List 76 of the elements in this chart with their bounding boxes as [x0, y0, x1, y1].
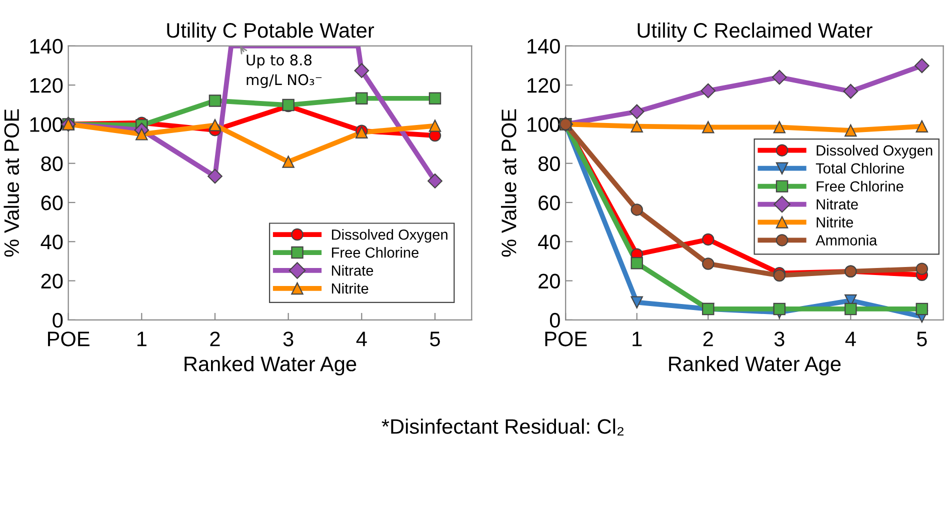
x-axis-title: Ranked Water Age: [184, 356, 356, 376]
point: [916, 302, 928, 316]
y-axis-title: % Value at POE: [501, 109, 516, 257]
y-tick-label: 20: [538, 274, 560, 289]
point: [356, 92, 368, 104]
point: [282, 156, 294, 168]
y-tick-label: 80: [41, 156, 63, 172]
point: [136, 128, 148, 140]
point: [702, 233, 714, 246]
point: [773, 269, 786, 282]
y-tick-label: 40: [40, 234, 63, 250]
y-tick-label: 60: [538, 195, 560, 210]
point: [630, 257, 643, 270]
legend-label: Nitrite: [332, 282, 368, 294]
chart-title: Utility C Potable Water: [167, 22, 374, 42]
y-tick-label: 0: [52, 312, 63, 328]
x-tick-label: 5: [430, 332, 440, 346]
y-tick-label: 100: [528, 117, 560, 132]
x-tick-label: 3: [774, 332, 784, 346]
annotation: Up to 8.8 mg/L NO₃⁻: [246, 54, 322, 88]
point: [630, 296, 643, 308]
legend-label: Free Chlorine: [816, 180, 904, 192]
y-tick-label: 80: [538, 156, 560, 172]
point: [844, 302, 857, 316]
point: [773, 121, 786, 134]
legend-label: Dissolved Oxygen: [816, 144, 932, 158]
text: *Disinfectant Residual: Cl₂: [382, 418, 624, 436]
x-tick-label: 2: [210, 332, 220, 346]
point: [916, 120, 928, 132]
point: [772, 70, 787, 85]
point: [208, 168, 222, 184]
x-tick-label: 1: [137, 332, 146, 346]
point: [428, 174, 442, 188]
x-tick-label: POE: [48, 332, 90, 346]
point: [702, 121, 714, 134]
point: [428, 120, 442, 132]
point: [702, 258, 714, 270]
x-tick-label: 1: [632, 332, 642, 346]
point: [916, 262, 928, 275]
y-tick-label: 140: [30, 38, 63, 54]
point: [428, 92, 442, 104]
point: [208, 94, 222, 107]
x-tick-label: 5: [916, 332, 927, 346]
y-tick-label: 0: [550, 312, 560, 328]
legend-label: Dissolved Oxygen: [332, 229, 448, 243]
chart-title: Utility C Reclaimed Water: [638, 22, 872, 42]
x-tick-label: POE: [545, 332, 587, 346]
y-tick-label: 40: [538, 234, 560, 250]
x-tick-label: 4: [845, 332, 856, 346]
point: [844, 124, 857, 137]
y-tick-label: 100: [30, 117, 63, 132]
legend-label: Nitrite: [816, 216, 854, 228]
point: [629, 104, 644, 120]
legend-label: Nitrate: [816, 198, 858, 210]
y-tick-label: 140: [528, 38, 560, 54]
y-tick-label: 20: [41, 274, 63, 289]
y-axis-title: % Value at POE: [4, 109, 20, 257]
legend-label: Nitrate: [332, 265, 374, 276]
legend-label: Total Chlorine: [816, 162, 904, 174]
x-tick-label: 2: [703, 332, 713, 346]
legend-label: Ammonia: [816, 234, 878, 246]
point: [630, 120, 643, 132]
point: [773, 302, 786, 316]
point: [700, 83, 716, 98]
y-tick-label: 60: [41, 195, 63, 210]
x-tick-label: 4: [356, 332, 367, 346]
point: [354, 63, 370, 78]
point: [914, 58, 930, 74]
legend-label: Free Chlorine: [332, 247, 418, 258]
x-axis-title: Ranked Water Age: [669, 356, 841, 376]
point: [208, 119, 222, 132]
y-tick-label: 120: [30, 78, 63, 93]
point: [843, 84, 858, 99]
point: [630, 204, 643, 216]
x-tick-label: 3: [283, 332, 294, 346]
y-tick-label: 120: [528, 78, 560, 93]
